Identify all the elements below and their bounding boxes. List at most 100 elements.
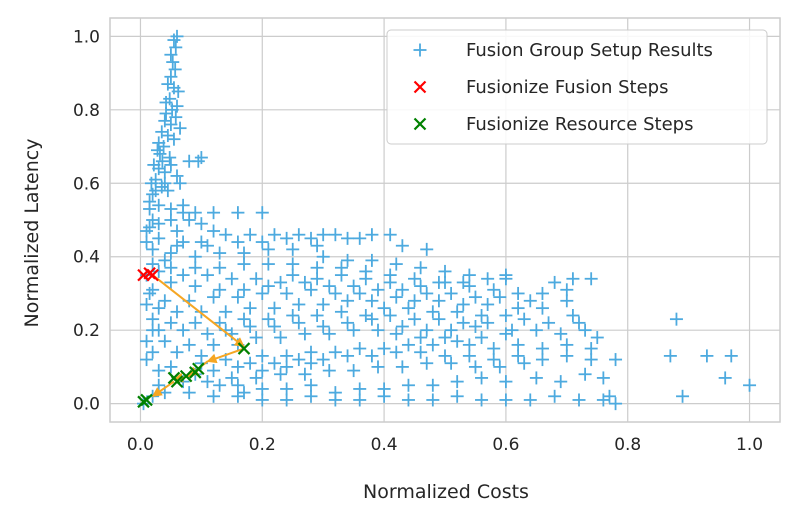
setup-result-point (164, 48, 178, 62)
setup-result-point (426, 378, 440, 392)
setup-result-point (316, 320, 330, 334)
setup-result-point (395, 239, 409, 253)
setup-result-point (395, 320, 409, 334)
setup-result-point (237, 312, 251, 326)
setup-result-point (152, 231, 166, 245)
setup-result-point (578, 367, 592, 381)
axes-frame (109, 17, 781, 423)
setup-result-point (590, 331, 604, 345)
setup-result-point (310, 308, 324, 322)
setup-result-point (164, 261, 178, 275)
setup-result-point (468, 320, 482, 334)
setup-result-point (353, 382, 367, 396)
setup-result-point (401, 378, 415, 392)
legend-x-symbol (413, 80, 427, 94)
setup-result-point (359, 272, 373, 286)
resource-step-point (188, 366, 202, 379)
setup-result-point (304, 356, 318, 370)
setup-result-point (365, 312, 379, 326)
setup-result-point (462, 268, 476, 282)
setup-result-point (200, 239, 214, 253)
setup-result-point (493, 360, 507, 374)
setup-result-point (274, 275, 288, 289)
x-tick-label: 0.6 (492, 435, 519, 455)
setup-result-point (146, 257, 160, 271)
setup-result-point (310, 272, 324, 286)
setup-result-point (243, 301, 257, 315)
x-tick-label: 1.0 (736, 435, 763, 455)
setup-result-point (243, 356, 257, 370)
setup-result-point (280, 360, 294, 374)
setup-result-point (450, 334, 464, 348)
setup-result-point (170, 345, 184, 359)
setup-result-point (255, 393, 269, 407)
setup-result-point (152, 198, 166, 212)
setup-result-point (267, 301, 281, 315)
setup-result-point (188, 250, 202, 264)
setup-result-point (328, 228, 342, 242)
setup-result-point (261, 312, 275, 326)
setup-result-point (401, 301, 415, 315)
setup-result-point (188, 279, 202, 293)
step-arrow (206, 347, 245, 364)
setup-result-point (152, 301, 166, 315)
legend-x-symbol (413, 117, 427, 131)
setup-result-point (237, 386, 251, 400)
setup-result-point (468, 360, 482, 374)
setup-result-point (554, 375, 568, 389)
setup-result-point (511, 286, 525, 300)
setup-result-point (676, 389, 690, 403)
setup-result-point (146, 345, 160, 359)
setup-result-point (322, 364, 336, 378)
setup-result-point (255, 206, 269, 220)
setup-result-point (152, 264, 166, 278)
setup-result-point (286, 268, 300, 282)
setup-result-point (249, 272, 263, 286)
setup-result-point (426, 338, 440, 352)
tick-labels: 0.0 0.2 0.4 0.6 0.8 1.0 0.0 0.2 0.4 0.6 0.8 1.0 (73, 27, 763, 455)
setup-result-point (182, 213, 196, 227)
setup-result-point (207, 364, 221, 378)
y-tick-label: 0.6 (73, 174, 100, 194)
setup-result-point (200, 375, 214, 389)
setup-result-point (164, 360, 178, 374)
setup-result-point (182, 338, 196, 352)
x-tick-label: 0.2 (249, 435, 276, 455)
setup-result-point (163, 151, 177, 165)
y-axis-label: Normalized Latency (21, 139, 43, 328)
setup-result-point (572, 393, 586, 407)
setup-result-point (164, 158, 178, 172)
setup-result-point (231, 206, 245, 220)
setup-result-point (140, 353, 154, 367)
setup-result-point (371, 360, 385, 374)
setup-result-point (475, 371, 489, 385)
setup-result-point (584, 353, 598, 367)
setup-result-point (249, 331, 263, 345)
setup-result-point (146, 242, 160, 256)
setup-result-point (468, 290, 482, 304)
setup-result-point (144, 176, 158, 190)
setup-result-point (231, 290, 245, 304)
setup-result-point (499, 272, 513, 286)
setup-result-point (304, 283, 318, 297)
setup-result-point (292, 316, 306, 330)
setup-result-point (316, 250, 330, 264)
setup-result-point (292, 353, 306, 367)
setup-result-point (255, 286, 269, 300)
setup-result-point (304, 345, 318, 359)
setup-result-point (207, 290, 221, 304)
setup-result-point (176, 323, 190, 337)
setup-result-point (475, 331, 489, 345)
legend-label-fusion: Fusionize Fusion Steps (466, 77, 668, 98)
setup-result-point (164, 118, 178, 132)
setup-result-point (548, 275, 562, 289)
setup-result-point (523, 294, 537, 308)
setup-result-point (377, 342, 391, 356)
setup-result-point (328, 286, 342, 300)
setup-result-point (602, 389, 616, 403)
setup-result-point (663, 349, 677, 363)
setup-result-point (152, 136, 166, 150)
setup-result-point (159, 95, 173, 109)
setup-result-point (207, 338, 221, 352)
